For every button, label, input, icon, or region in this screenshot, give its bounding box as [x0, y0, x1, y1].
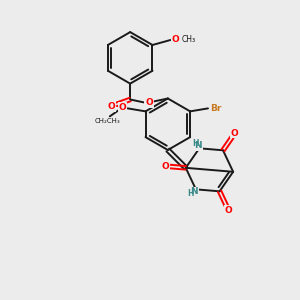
- Text: CH₃: CH₃: [181, 34, 195, 43]
- Text: O: O: [119, 103, 127, 112]
- Text: N: N: [194, 141, 202, 150]
- Text: O: O: [161, 162, 169, 171]
- Text: H: H: [192, 139, 199, 148]
- Text: O: O: [145, 98, 153, 107]
- Text: Br: Br: [210, 104, 221, 113]
- Text: O: O: [231, 129, 239, 138]
- Text: O: O: [171, 34, 179, 43]
- Text: O: O: [225, 206, 232, 214]
- Text: O: O: [107, 102, 115, 111]
- Text: CH₂CH₃: CH₂CH₃: [95, 118, 121, 124]
- Text: H: H: [188, 189, 194, 198]
- Text: N: N: [190, 187, 198, 196]
